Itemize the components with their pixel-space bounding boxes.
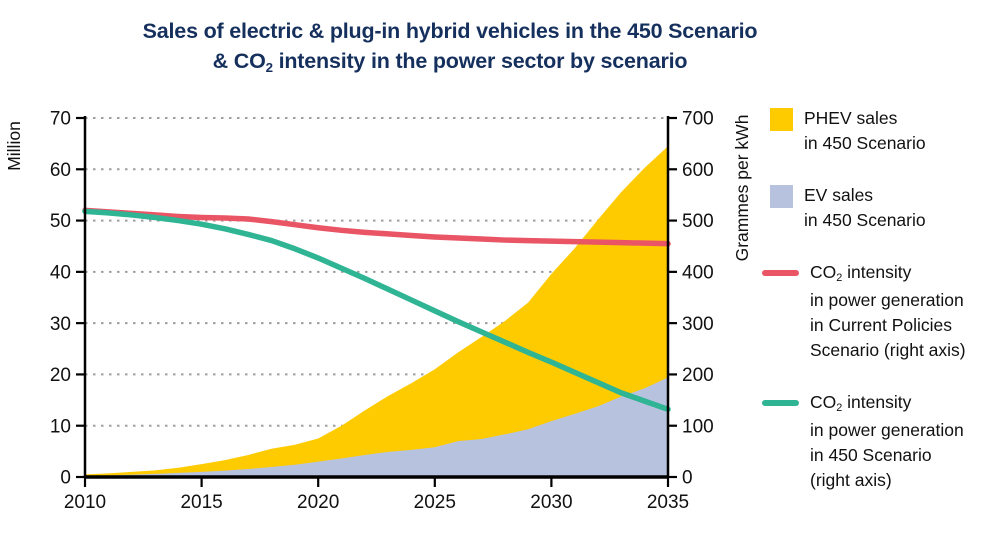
chart-title-line2: & CO2 intensity in the power sector by s… xyxy=(212,49,688,75)
line-co2-450-scenario xyxy=(82,208,671,413)
right-axis-title: Grammes per kWh xyxy=(732,115,752,262)
left-axis-tick-label: 0 xyxy=(60,468,71,489)
legend-label: CO2 intensity in power generation in 450 S… xyxy=(810,392,964,490)
legend: PHEV sales in 450 Scenario EV sales in 450 … xyxy=(762,106,988,520)
legend-label: EV sales in 450 Scenario xyxy=(804,185,926,230)
x-axis-tick-label: 2030 xyxy=(530,492,572,513)
area-ev-sales xyxy=(85,377,668,477)
legend-item-1: EV sales in 450 Scenario xyxy=(762,183,988,233)
right-axis-tick-label: 0 xyxy=(682,468,693,489)
right-axis-tick-label: 600 xyxy=(682,160,714,181)
x-axis-tick-label: 2020 xyxy=(297,492,339,513)
right-axis-tick-label: 400 xyxy=(682,263,714,284)
left-axis-tick-label: 10 xyxy=(50,416,71,437)
legend-label: CO2 intensity in power generation in Curre… xyxy=(810,262,966,360)
legend-swatch-line xyxy=(762,270,799,276)
left-axis-title: Million xyxy=(4,121,24,171)
left-axis-tick-label: 20 xyxy=(50,365,71,386)
right-axis-tick-label: 700 xyxy=(682,109,714,130)
chart-title: Sales of electric & plug-in hybrid vehic… xyxy=(0,16,900,79)
legend-item-3: CO2 intensity in power generation in 450 S… xyxy=(762,390,988,493)
line-co2-current-policies xyxy=(82,207,671,247)
chart-title-line1: Sales of electric & plug-in hybrid vehic… xyxy=(142,19,758,43)
left-axis-tick-label: 50 xyxy=(50,211,71,232)
left-axis-tick-label: 30 xyxy=(50,314,71,335)
area-phev-sales xyxy=(85,146,668,477)
left-axis-tick-label: 60 xyxy=(50,160,71,181)
legend-swatch-line xyxy=(762,400,799,406)
legend-item-2: CO2 intensity in power generation in Curre… xyxy=(762,260,988,363)
legend-label: PHEV sales in 450 Scenario xyxy=(804,108,926,153)
legend-swatch-square xyxy=(770,108,793,131)
right-axis-tick-label: 100 xyxy=(682,416,714,437)
x-axis-tick-label: 2010 xyxy=(64,492,106,513)
x-axis-tick-label: 2015 xyxy=(180,492,222,513)
left-axis-tick-label: 70 xyxy=(50,109,71,130)
co2-subscript: 2 xyxy=(265,59,273,75)
right-axis-tick-label: 500 xyxy=(682,211,714,232)
right-axis-tick-label: 200 xyxy=(682,365,714,386)
x-axis-tick-label: 2025 xyxy=(414,492,456,513)
left-axis-tick-label: 40 xyxy=(50,263,71,284)
legend-swatch-square xyxy=(770,185,793,208)
legend-item-0: PHEV sales in 450 Scenario xyxy=(762,106,988,156)
x-axis-tick-label: 2035 xyxy=(647,492,689,513)
right-axis-tick-label: 300 xyxy=(682,314,714,335)
